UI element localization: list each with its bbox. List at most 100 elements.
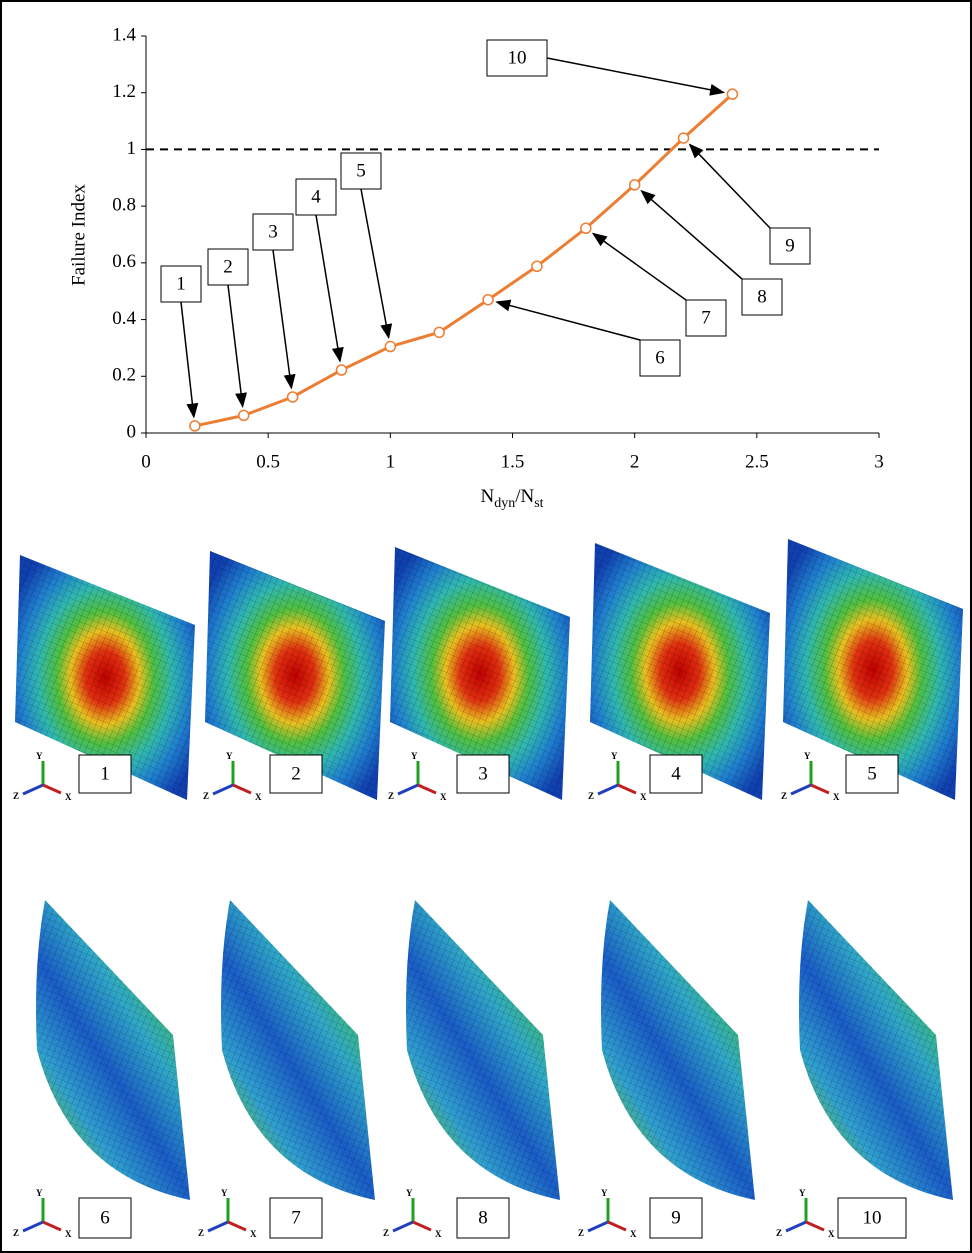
y-tick-label: 1 bbox=[127, 138, 137, 159]
triad-label: X bbox=[435, 1229, 442, 1239]
y-tick-label: 0 bbox=[127, 421, 137, 442]
panel-label: 2 bbox=[291, 763, 301, 784]
annotation-label: 7 bbox=[701, 307, 711, 328]
annotation-box bbox=[639, 339, 681, 377]
annotation-label: 1 bbox=[176, 273, 186, 294]
annotation-arrow bbox=[591, 232, 687, 301]
triad-label: Y bbox=[406, 1188, 413, 1198]
triad-x bbox=[805, 1220, 825, 1232]
panel-label-box bbox=[78, 754, 132, 794]
marker bbox=[628, 179, 641, 191]
annotation-label: 5 bbox=[356, 160, 366, 181]
annotation-box bbox=[741, 278, 783, 316]
plate-mesh bbox=[406, 900, 560, 1200]
annotation-arrow bbox=[688, 143, 771, 229]
annotation-box bbox=[769, 227, 811, 265]
y-tick-label: 1.2 bbox=[112, 81, 136, 102]
annotation-box bbox=[207, 248, 249, 286]
triad-x bbox=[227, 1220, 247, 1232]
panel-label-box bbox=[649, 754, 703, 794]
plate-mesh bbox=[205, 551, 385, 800]
annotation-arrow bbox=[272, 249, 296, 390]
triad-label: X bbox=[828, 1229, 835, 1239]
triad-label: Y bbox=[611, 751, 618, 761]
triad-label: X bbox=[630, 1229, 637, 1239]
panel-label: 6 bbox=[100, 1207, 110, 1228]
marker bbox=[726, 88, 739, 100]
annotation-label: 3 bbox=[268, 221, 278, 242]
plate-mesh bbox=[36, 900, 190, 1200]
panel-label-box bbox=[845, 754, 899, 794]
y-tick-label: 0.4 bbox=[112, 308, 136, 329]
panel-label-box bbox=[649, 1197, 703, 1239]
marker bbox=[433, 326, 445, 339]
annotation-label: 6 bbox=[655, 347, 665, 368]
marker bbox=[189, 420, 201, 432]
triad-label: X bbox=[833, 792, 840, 802]
panel-label: 5 bbox=[867, 763, 877, 784]
panel-label-box bbox=[837, 1197, 907, 1239]
x-tick-label: 2.5 bbox=[745, 451, 769, 472]
triad-label: Y bbox=[36, 1188, 43, 1198]
x-tick-label: 1.5 bbox=[501, 451, 525, 472]
axis-triad: Y Z X bbox=[588, 751, 647, 802]
triad-label: Z bbox=[776, 1228, 782, 1238]
axis-triad: Y Z X bbox=[383, 1188, 442, 1239]
annotation-label: 10 bbox=[508, 47, 527, 68]
x-tick-label: 0.5 bbox=[256, 451, 280, 472]
triad-label: X bbox=[440, 792, 447, 802]
annotation-arrow bbox=[227, 284, 247, 408]
annotation-arrow bbox=[360, 188, 393, 340]
annotation-label: 8 bbox=[757, 286, 767, 307]
marker bbox=[384, 340, 397, 353]
triad-label: Y bbox=[226, 751, 233, 761]
triad-label: Z bbox=[781, 791, 787, 801]
triad-label: Y bbox=[601, 1188, 608, 1198]
plate-mesh bbox=[15, 555, 195, 800]
panel-label: 9 bbox=[671, 1207, 681, 1228]
annotation-label: 4 bbox=[311, 186, 321, 207]
triad-z bbox=[790, 783, 812, 796]
marker bbox=[237, 409, 250, 422]
triad-label: Z bbox=[578, 1228, 584, 1238]
y-tick-label: 1.4 bbox=[112, 24, 136, 45]
axis-triad: Y Z X bbox=[781, 751, 840, 802]
triad-z bbox=[587, 1220, 609, 1233]
triad-label: X bbox=[250, 1229, 257, 1239]
axis-triad: Y Z X bbox=[13, 751, 72, 802]
panel-label: 7 bbox=[291, 1207, 301, 1228]
marker bbox=[482, 293, 494, 306]
marker bbox=[531, 260, 543, 273]
annotation-box bbox=[685, 299, 727, 337]
plate-mesh bbox=[221, 900, 375, 1200]
annotation-arrow bbox=[546, 57, 726, 96]
panel-label-box bbox=[456, 754, 510, 794]
axis-triad: Y Z X bbox=[776, 1188, 835, 1239]
triad-z bbox=[212, 783, 234, 796]
y-tick-label: 0.6 bbox=[112, 251, 136, 272]
triad-label: X bbox=[65, 792, 72, 802]
triad-label: Z bbox=[13, 1228, 19, 1238]
triad-z bbox=[392, 1220, 414, 1233]
annotation-arrow bbox=[640, 189, 743, 280]
annotation-box bbox=[252, 213, 294, 251]
plate-mesh bbox=[601, 900, 755, 1200]
panel-label-box bbox=[456, 1197, 510, 1239]
x-tick-label: 3 bbox=[874, 451, 884, 472]
annotation-box bbox=[160, 265, 202, 303]
panels: Y Z X 1 Y Z X 2 Y Z X 3 Y Z X 4 Y Z X 5 Y Z X 6 Y Z X 7 Y Z X 8 Y Z X 9 Y Z X 1… bbox=[13, 539, 963, 1239]
axis-triad: Y Z X bbox=[203, 751, 262, 802]
triad-label: Z bbox=[388, 791, 394, 801]
panel-label-box bbox=[78, 1197, 132, 1239]
triad-label: Z bbox=[383, 1228, 389, 1238]
triad-x bbox=[412, 1220, 432, 1232]
x-tick-label: 1 bbox=[386, 451, 396, 472]
annotation-label: 9 bbox=[785, 235, 795, 256]
annotation-arrow bbox=[315, 214, 344, 363]
y-tick-label: 0.8 bbox=[112, 195, 136, 216]
plate-mesh bbox=[783, 539, 963, 800]
plate-mesh bbox=[799, 900, 953, 1200]
triad-x bbox=[42, 783, 62, 795]
triad-label: Z bbox=[13, 791, 19, 801]
triad-z bbox=[785, 1220, 807, 1233]
